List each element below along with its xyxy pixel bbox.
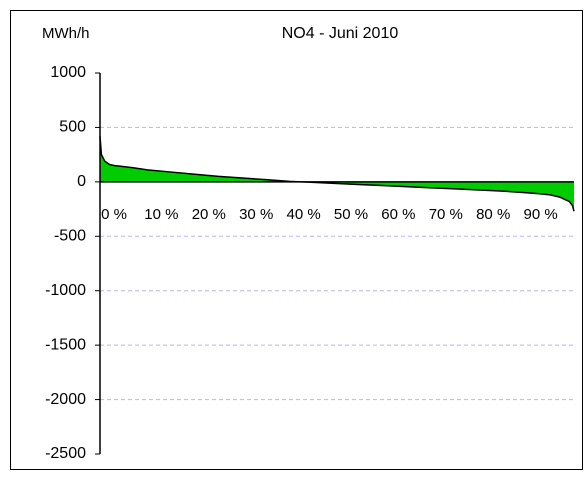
x-tick-label: 50 % bbox=[334, 206, 368, 223]
chart-border bbox=[10, 10, 583, 470]
y-tick-label: 500 bbox=[59, 119, 86, 136]
x-tick-label: 70 % bbox=[429, 206, 463, 223]
x-tick-label: 10 % bbox=[144, 206, 178, 223]
y-tick-label: -2000 bbox=[45, 391, 86, 408]
x-tick-label: 90 % bbox=[523, 206, 557, 223]
y-axis-label: MWh/h bbox=[42, 25, 90, 42]
y-tick-label: -1500 bbox=[45, 336, 86, 353]
x-tick-label: 0 % bbox=[101, 206, 127, 223]
x-tick-label: 20 % bbox=[192, 206, 226, 223]
y-tick-label: -500 bbox=[54, 228, 86, 245]
y-tick-label: 0 bbox=[77, 173, 86, 190]
x-tick-label: 30 % bbox=[239, 206, 273, 223]
area-line bbox=[99, 136, 575, 212]
y-tick-label: 1000 bbox=[50, 64, 86, 81]
y-tick-label: -2500 bbox=[45, 445, 86, 462]
y-tick-label: -1000 bbox=[45, 282, 86, 299]
x-tick-label: 60 % bbox=[381, 206, 415, 223]
chart-title: NO4 - Juni 2010 bbox=[282, 25, 399, 42]
x-tick-label: 80 % bbox=[476, 206, 510, 223]
x-tick-label: 40 % bbox=[286, 206, 320, 223]
